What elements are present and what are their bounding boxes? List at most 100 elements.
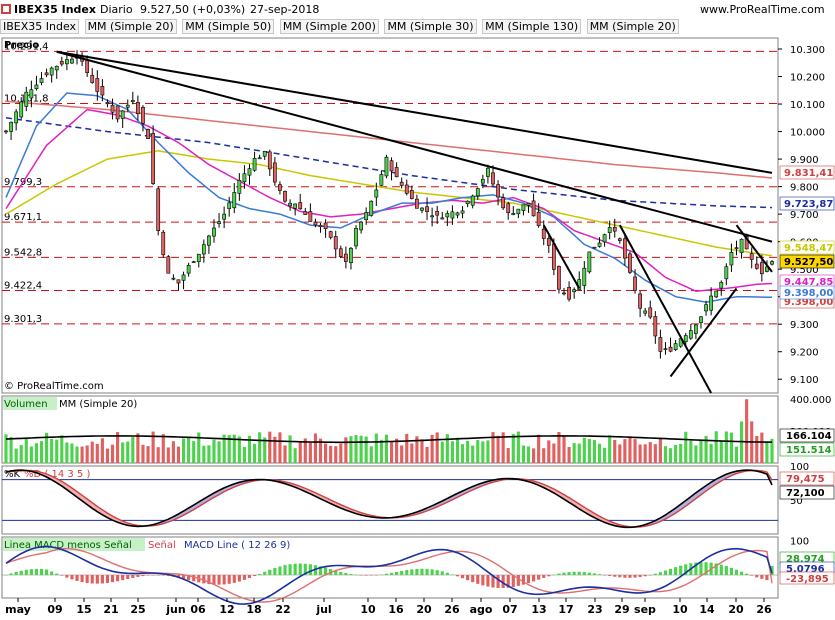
macd-hist-bar: [668, 568, 673, 575]
legend-item-sma130[interactable]: MM (Simple 130): [482, 19, 582, 34]
volume-bar: [207, 445, 211, 463]
volume-bar: [4, 434, 8, 463]
macd-hist-bar: [293, 563, 297, 575]
macd-hist-bar: [684, 564, 688, 575]
macd-hist-bar: [608, 575, 612, 576]
x-tick-label: 06: [190, 603, 206, 616]
x-axis: may 09 15 21 25 jun 06 12 18 22 jul 10 16 20 26 ago 07 13…: [5, 598, 772, 616]
candle-body: [389, 160, 394, 172]
volume-bar: [521, 445, 526, 463]
x-tick-label: 26: [756, 603, 772, 616]
candle-body: [283, 191, 287, 202]
price-tag-text: 9.527,50: [784, 257, 833, 268]
candle-body: [369, 200, 374, 216]
candle-body: [156, 188, 161, 231]
volume-bar: [734, 446, 739, 463]
macd-hist-bar: [704, 562, 708, 575]
macd-hist-bar: [435, 570, 439, 575]
stoch-fill: [452, 493, 458, 500]
candle-body: [394, 167, 399, 178]
macd-hist-bar: [318, 566, 323, 575]
price-tick-label: 10.000: [790, 128, 825, 139]
candle-body: [425, 206, 429, 213]
macd-tag-text: 28,974: [786, 554, 825, 565]
legend-item-sma200[interactable]: MM (Simple 200): [279, 19, 379, 34]
candle-body: [288, 202, 292, 207]
stoch-fill: [71, 487, 78, 498]
macd-hist-bar: [14, 571, 18, 575]
volume-bar: [547, 440, 551, 463]
price-tick-label: 9.800: [790, 183, 819, 194]
site-link[interactable]: www.ProRealTime.com: [700, 3, 825, 16]
volume-bar: [9, 436, 13, 463]
macd-hist-bar: [699, 562, 703, 575]
candle-body: [176, 279, 181, 284]
price-tag-box: [779, 254, 835, 269]
macd-hist-bar: [577, 571, 581, 575]
price-tick-label: 9.500: [790, 265, 819, 276]
macd-hist-bar: [252, 575, 257, 577]
volume-bar: [242, 446, 246, 463]
volume-bar: [638, 444, 642, 463]
macd-hist-bar: [618, 575, 622, 578]
price-tick-label: 9.200: [790, 348, 819, 359]
price-tag-text: 9.447,85: [784, 277, 833, 288]
candle-body: [95, 78, 100, 92]
legend-item-sma20-red[interactable]: MM (Simple 20): [586, 19, 679, 34]
volume-bar: [65, 442, 69, 463]
volume-bar: [471, 445, 475, 463]
instrument-name[interactable]: IBEX35 Index: [14, 3, 96, 16]
legend-item-instrument[interactable]: IBEX35 Index: [0, 19, 80, 34]
volume-bar: [496, 435, 500, 463]
legend-item-sma20-blue[interactable]: MM (Simple 20): [84, 19, 177, 34]
macd-hist-bar: [192, 575, 196, 582]
level-label: 9.422,4: [4, 281, 42, 292]
candle-body: [19, 101, 24, 118]
volume-bar: [50, 438, 54, 463]
chart-header: IBEX35 Index Diario 9.527,50 (+0,03%) 27…: [0, 0, 835, 20]
macd-hist-bar: [460, 575, 465, 579]
stochastic-panel[interactable]: %K %D ( 14 3 5 ) 100 50 79,475 72,100: [1, 462, 835, 535]
candle-body: [612, 226, 617, 232]
macd-hist-bar: [116, 575, 120, 582]
volume-bar: [663, 446, 668, 463]
stoch-fill: [102, 509, 108, 518]
candle-body: [130, 100, 135, 103]
volume-bar: [176, 446, 181, 463]
stoch-fill: [558, 491, 565, 500]
macd-hist-bar: [4, 575, 8, 576]
period-label[interactable]: Diario: [100, 3, 133, 16]
macd-hist-bar: [719, 564, 723, 575]
macd-hist-bar: [734, 569, 739, 575]
x-tick-label: 10: [672, 603, 688, 616]
candle-body: [171, 277, 176, 280]
stoch-fill: [224, 485, 230, 492]
macd-hist-bar: [511, 575, 515, 587]
candle-body: [252, 157, 257, 171]
candle-body: [120, 110, 125, 119]
volume-bar: [709, 443, 713, 463]
legend-item-sma30[interactable]: MM (Simple 30): [384, 19, 477, 34]
macd-hist-bar: [739, 571, 744, 575]
macd-hist-bar: [349, 574, 353, 575]
volume-bar: [608, 435, 612, 463]
stoch-fill: [178, 511, 184, 518]
volume-bar: [55, 439, 59, 463]
volume-bar: [653, 444, 657, 463]
candle-body: [4, 130, 8, 133]
volume-bar: [526, 446, 531, 463]
price-tick-label: 10.300: [790, 45, 825, 56]
macd-hist-bar: [724, 566, 728, 575]
candle-body: [186, 265, 191, 274]
volume-bar: [288, 435, 292, 463]
stoch-fill: [695, 489, 701, 499]
macd-hist-bar: [714, 563, 718, 575]
macd-hist-bar: [663, 570, 668, 575]
legend-item-sma50[interactable]: MM (Simple 50): [182, 19, 275, 34]
price-panel[interactable]: 10.30010.20010.10010.0009.9009.8009.7009…: [1, 37, 835, 394]
macd-panel[interactable]: Linea MACD menos Señal Señal MACD Line ( 1…: [1, 536, 835, 605]
volume-bar: [237, 436, 241, 463]
volume-bar: [704, 435, 708, 463]
